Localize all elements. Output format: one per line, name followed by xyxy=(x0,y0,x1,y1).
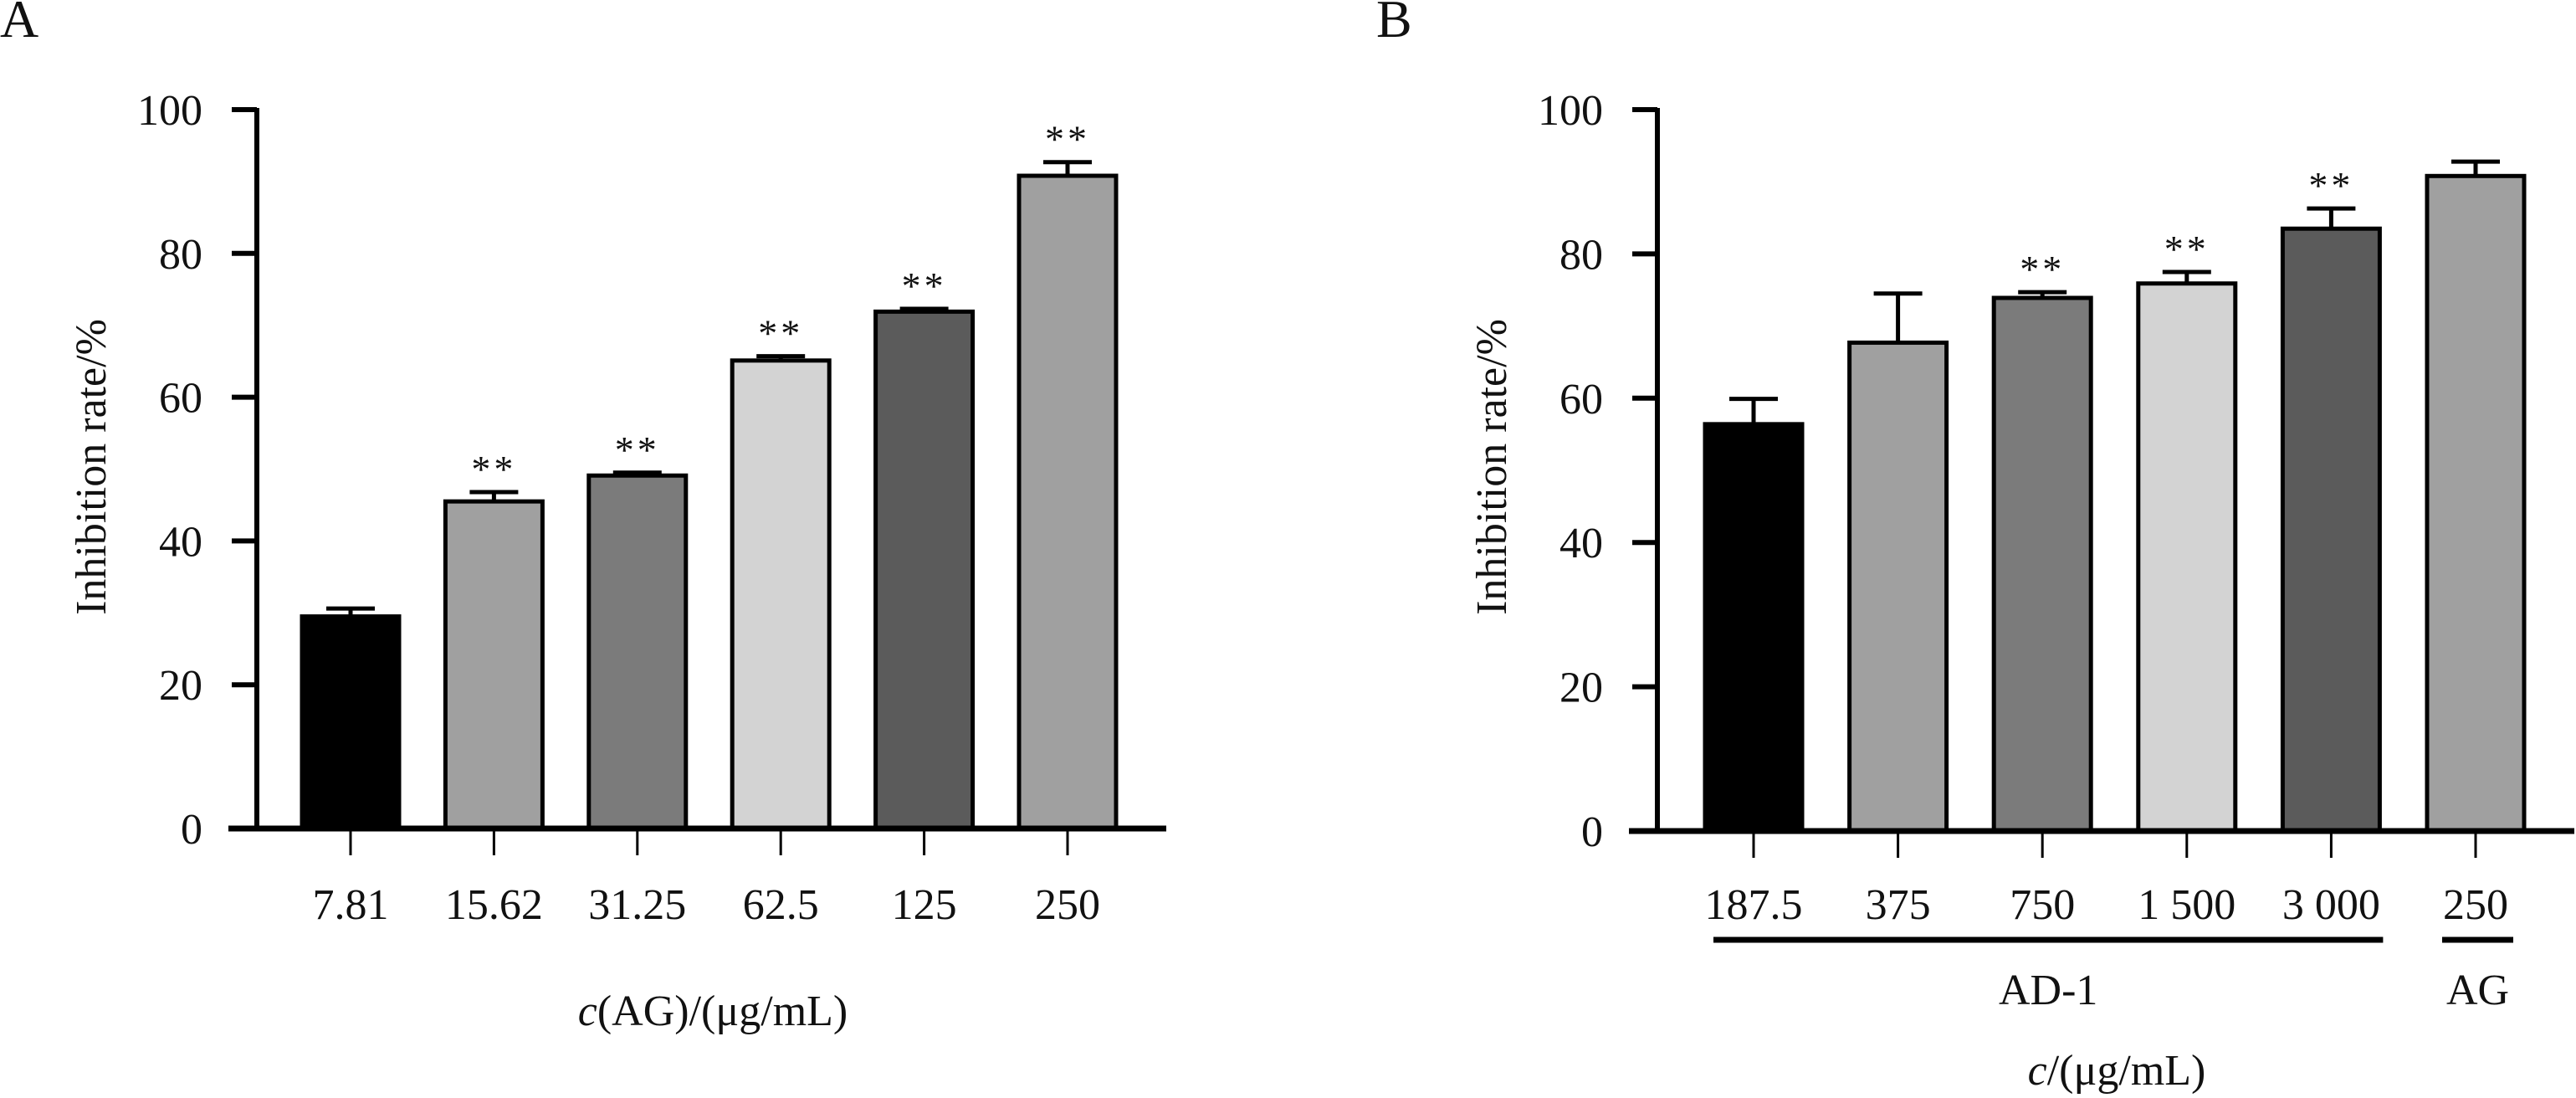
y-tick-label: 80 xyxy=(1559,231,1603,279)
y-tick-label: 100 xyxy=(137,87,202,135)
bar-group: ** xyxy=(1017,118,1119,831)
x-axis-title: c/(μg/mL) xyxy=(2028,1047,2206,1095)
bar xyxy=(730,358,832,831)
x-tick-label: 125 xyxy=(892,881,957,929)
x-tick-label: 7.81 xyxy=(313,881,389,929)
x-axis-title-variable: c xyxy=(578,988,597,1035)
bar-group xyxy=(300,606,402,831)
x-tick-label: 250 xyxy=(1035,881,1100,929)
bar-group: ** xyxy=(586,428,689,831)
x-tick-label: 62.5 xyxy=(743,881,819,929)
x-tick-label: 250 xyxy=(2443,881,2508,929)
x-tick-label: 15.62 xyxy=(445,881,543,929)
y-tick-label: 20 xyxy=(159,662,202,710)
bar xyxy=(2280,226,2382,834)
significance-marker: ** xyxy=(902,264,947,307)
y-tick-label: 40 xyxy=(159,518,202,566)
y-tick-label: 100 xyxy=(1538,87,1603,135)
bar xyxy=(1703,422,1805,834)
y-axis-title: Inhibition rate/% xyxy=(68,319,115,615)
x-tick-label: 375 xyxy=(1866,881,1931,929)
bar-group xyxy=(1703,397,1805,834)
bar xyxy=(2425,173,2527,834)
x-tick-label: 1 500 xyxy=(2138,881,2235,929)
group-label: AD-1 xyxy=(1999,967,2097,1014)
bar xyxy=(1991,295,2093,834)
x-tick-label: 750 xyxy=(2010,881,2075,929)
significance-marker: ** xyxy=(2164,228,2210,270)
y-tick-label: 20 xyxy=(1559,664,1603,712)
y-tick-label: 60 xyxy=(159,375,202,423)
significance-marker: ** xyxy=(758,312,803,355)
bar-group: ** xyxy=(1991,248,2093,834)
bar xyxy=(443,499,545,831)
bar-group: ** xyxy=(443,448,545,831)
y-tick-label: 0 xyxy=(181,806,202,854)
bar xyxy=(2136,281,2238,834)
group-label: AG xyxy=(2446,967,2509,1014)
bar xyxy=(873,309,976,831)
bar xyxy=(300,614,402,831)
panel-b-chart: B 187.5 375 ** 750 ** 1 500 ** 3 000 250 0 20 40 60 80… xyxy=(1376,0,2574,1095)
significance-marker: ** xyxy=(2020,248,2065,290)
bar xyxy=(1017,173,1119,831)
significance-marker: ** xyxy=(1045,118,1090,161)
panel-label: A xyxy=(0,0,38,49)
x-axis-title: c(AG)/(μg/mL) xyxy=(578,988,848,1035)
bar-group xyxy=(2425,159,2527,834)
bar-group: ** xyxy=(873,264,976,831)
x-tick-label: 187.5 xyxy=(1705,881,1803,929)
bar-group: ** xyxy=(2280,164,2382,834)
x-tick-label: 31.25 xyxy=(588,881,686,929)
significance-marker: ** xyxy=(471,448,516,490)
bar xyxy=(1847,340,1949,834)
x-axis-title-unit: (AG)/(μg/mL) xyxy=(597,988,848,1035)
panel-a-chart: A 7.81 ** 15.62 ** 31.25 ** 62.5 ** 125 ** 250 0 20 40… xyxy=(0,0,1166,1035)
y-tick-label: 60 xyxy=(1559,376,1603,423)
x-axis-title-variable: c xyxy=(2028,1047,2047,1095)
bar-group xyxy=(1847,291,1949,834)
bar-group: ** xyxy=(2136,228,2238,834)
panel-label: B xyxy=(1376,0,1412,49)
x-tick-label: 3 000 xyxy=(2282,881,2380,929)
y-tick-label: 40 xyxy=(1559,520,1603,567)
y-tick-label: 80 xyxy=(159,231,202,279)
y-axis-title: Inhibition rate/% xyxy=(1468,319,1516,615)
y-tick-label: 0 xyxy=(1581,808,1603,856)
significance-marker: ** xyxy=(615,428,660,471)
x-axis-title-unit: /(μg/mL) xyxy=(2047,1047,2206,1095)
bar xyxy=(586,473,689,831)
bar-group: ** xyxy=(730,312,832,831)
significance-marker: ** xyxy=(2308,164,2353,207)
